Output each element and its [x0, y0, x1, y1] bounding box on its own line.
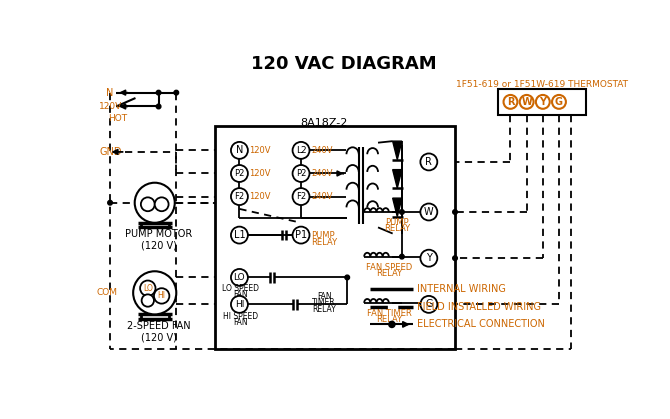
Text: 1F51-619 or 1F51W-619 THERMOSTAT: 1F51-619 or 1F51W-619 THERMOSTAT — [456, 80, 628, 89]
Text: TIMER: TIMER — [312, 298, 336, 308]
Circle shape — [141, 295, 154, 307]
Text: GND: GND — [99, 147, 122, 157]
Circle shape — [453, 210, 458, 214]
Text: G: G — [555, 97, 563, 107]
Circle shape — [231, 296, 248, 313]
Text: 240V: 240V — [311, 146, 332, 155]
Circle shape — [453, 256, 458, 261]
Text: FAN: FAN — [234, 290, 249, 299]
Text: 240V: 240V — [311, 192, 332, 201]
Text: RELAY: RELAY — [377, 269, 403, 278]
Text: HI: HI — [234, 300, 244, 309]
Text: RELAY: RELAY — [384, 225, 410, 233]
Text: FAN: FAN — [317, 292, 332, 301]
Text: P2: P2 — [296, 169, 306, 178]
Text: N: N — [236, 145, 243, 155]
Circle shape — [552, 95, 566, 109]
Text: ELECTRICAL CONNECTION: ELECTRICAL CONNECTION — [417, 319, 545, 329]
Circle shape — [156, 91, 161, 95]
Text: FIELD INSTALLED WIRING: FIELD INSTALLED WIRING — [417, 302, 541, 312]
Circle shape — [293, 165, 310, 182]
Circle shape — [141, 197, 155, 211]
Circle shape — [420, 153, 438, 171]
Text: PUMP MOTOR
(120 V): PUMP MOTOR (120 V) — [125, 229, 192, 251]
Text: P1: P1 — [295, 230, 307, 240]
Text: COM: COM — [97, 288, 118, 297]
Text: G: G — [425, 300, 433, 309]
Text: RELAY: RELAY — [311, 238, 337, 247]
Text: L2: L2 — [295, 146, 306, 155]
Text: LO: LO — [234, 273, 245, 282]
Circle shape — [345, 275, 350, 280]
Polygon shape — [393, 170, 402, 188]
Text: Y: Y — [539, 97, 546, 107]
Text: FAN: FAN — [234, 318, 249, 327]
Text: R: R — [425, 157, 432, 167]
Circle shape — [231, 142, 248, 159]
Text: 120V: 120V — [249, 146, 271, 155]
Circle shape — [536, 95, 549, 109]
Text: HOT: HOT — [109, 114, 128, 122]
Text: RELAY: RELAY — [312, 305, 336, 313]
Bar — [215, 126, 455, 349]
Circle shape — [155, 197, 169, 211]
Circle shape — [135, 183, 175, 223]
Text: 240V: 240V — [311, 169, 332, 178]
Text: F2: F2 — [234, 192, 245, 201]
Circle shape — [420, 296, 438, 313]
Circle shape — [156, 104, 161, 109]
Circle shape — [399, 254, 404, 259]
Text: FAN SPEED: FAN SPEED — [366, 263, 413, 272]
Text: 120 VAC DIAGRAM: 120 VAC DIAGRAM — [251, 55, 436, 73]
Text: W: W — [424, 207, 433, 217]
Text: PUMP: PUMP — [311, 230, 334, 240]
Circle shape — [420, 250, 438, 266]
Text: N: N — [107, 88, 114, 98]
Circle shape — [108, 200, 113, 205]
Circle shape — [293, 142, 310, 159]
Text: FAN TIMER: FAN TIMER — [367, 309, 412, 318]
Circle shape — [154, 288, 170, 304]
Text: 8A18Z-2: 8A18Z-2 — [300, 118, 348, 128]
Bar — [498, 89, 586, 115]
Text: LO: LO — [143, 284, 153, 293]
Circle shape — [399, 210, 404, 214]
Circle shape — [293, 188, 310, 205]
Text: HI: HI — [157, 291, 165, 300]
Text: 120V: 120V — [249, 192, 271, 201]
Text: Y: Y — [426, 253, 431, 263]
Text: INTERNAL WIRING: INTERNAL WIRING — [417, 284, 505, 294]
Text: 120V: 120V — [99, 102, 123, 111]
Text: HI SPEED: HI SPEED — [223, 312, 259, 321]
Circle shape — [389, 321, 395, 328]
Text: R: R — [507, 97, 514, 107]
Circle shape — [231, 165, 248, 182]
Polygon shape — [393, 141, 402, 160]
Polygon shape — [393, 198, 402, 217]
Circle shape — [231, 227, 248, 243]
Text: L1: L1 — [234, 230, 245, 240]
Text: F2: F2 — [296, 192, 306, 201]
Circle shape — [504, 95, 517, 109]
Circle shape — [133, 271, 176, 314]
Text: 2-SPEED FAN
(120 V): 2-SPEED FAN (120 V) — [127, 321, 190, 342]
Circle shape — [520, 95, 533, 109]
Text: W: W — [521, 97, 532, 107]
Circle shape — [420, 204, 438, 220]
Circle shape — [140, 280, 155, 296]
Text: PUMP: PUMP — [385, 218, 409, 227]
Text: P2: P2 — [234, 169, 245, 178]
Text: 120V: 120V — [249, 169, 271, 178]
Text: LO SPEED: LO SPEED — [222, 284, 259, 293]
Text: RELAY: RELAY — [377, 315, 403, 324]
Circle shape — [174, 91, 179, 95]
Circle shape — [231, 188, 248, 205]
Circle shape — [231, 269, 248, 286]
Circle shape — [293, 227, 310, 243]
